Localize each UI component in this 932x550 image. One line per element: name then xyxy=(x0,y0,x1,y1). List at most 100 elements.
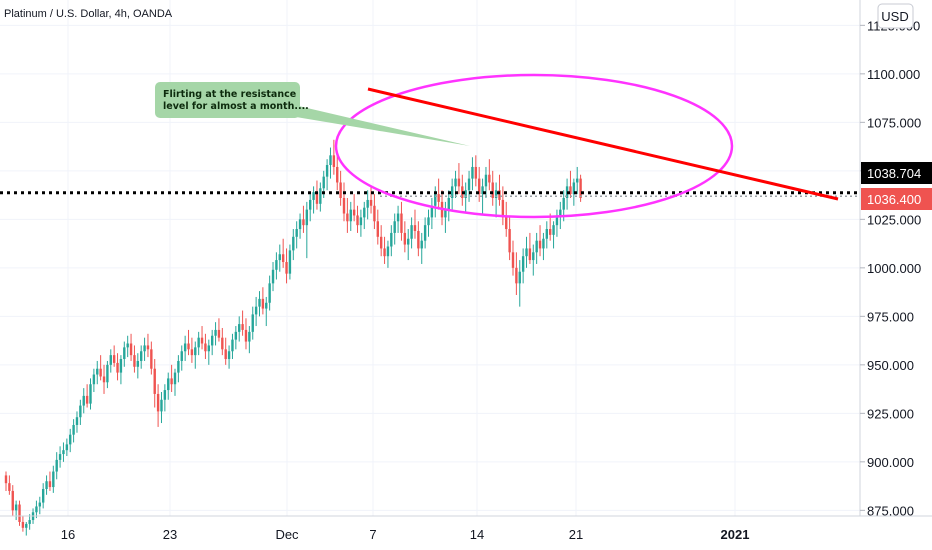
callout-line-2: level for almost a month.... xyxy=(163,101,309,112)
candle xyxy=(508,217,511,261)
candle-body xyxy=(559,209,562,218)
candle-body xyxy=(123,347,126,360)
candle-body xyxy=(217,329,221,338)
candle-body xyxy=(373,205,376,222)
candle xyxy=(501,186,505,226)
candle xyxy=(167,372,170,400)
candle-body xyxy=(336,166,339,183)
candle-body xyxy=(129,343,133,356)
candle xyxy=(28,514,31,530)
candle-body xyxy=(271,269,275,284)
candle-body xyxy=(369,199,373,206)
candle-body xyxy=(478,178,481,195)
time-tick-label: 14 xyxy=(470,527,484,542)
candle-body xyxy=(238,324,241,332)
candle xyxy=(346,198,349,233)
candle-body xyxy=(542,238,545,249)
candle-body xyxy=(366,199,369,208)
candle xyxy=(271,262,275,292)
candle xyxy=(427,209,430,237)
candle-body xyxy=(545,229,548,239)
candle-body xyxy=(207,345,210,352)
candle xyxy=(217,318,221,342)
candle xyxy=(542,232,545,261)
time-tick-label: 7 xyxy=(369,527,376,542)
candle xyxy=(298,213,302,239)
candle-body xyxy=(92,374,96,385)
candle-body xyxy=(146,345,150,350)
candle xyxy=(410,217,413,249)
candle-body xyxy=(430,205,434,218)
candle xyxy=(65,438,69,457)
time-tick-label: 16 xyxy=(61,527,75,542)
currency-label: USD xyxy=(881,9,908,24)
candle xyxy=(467,170,471,202)
candle xyxy=(336,155,339,191)
candle xyxy=(383,236,386,264)
candle xyxy=(238,316,241,342)
candle xyxy=(295,221,298,249)
candle xyxy=(227,345,231,369)
candle-body xyxy=(197,337,200,348)
price-axis[interactable]: 875.000 900.000 925.000 950.000 975.000 1000.… xyxy=(860,18,921,518)
candle-body xyxy=(52,471,55,488)
candle xyxy=(349,201,352,231)
candle-body xyxy=(498,190,501,200)
candle-body xyxy=(261,298,265,309)
time-axis[interactable]: 16 23 Dec 7 14 21 2021 xyxy=(61,527,750,542)
candle-body xyxy=(106,364,109,383)
candle-body xyxy=(119,359,123,373)
candle-body xyxy=(160,399,163,412)
candle-body xyxy=(133,355,136,367)
candle-body xyxy=(393,221,396,233)
price-tag-red-text: 1036.400 xyxy=(867,192,921,207)
candle xyxy=(251,306,254,340)
candle-body xyxy=(396,213,400,222)
callout-pointer xyxy=(290,104,470,146)
currency-button[interactable]: USD xyxy=(877,3,914,29)
candle xyxy=(11,485,14,517)
candle-body xyxy=(265,302,268,309)
candle xyxy=(548,213,552,241)
candle xyxy=(14,500,18,521)
candle xyxy=(488,159,491,191)
candle-body xyxy=(521,256,525,272)
candle xyxy=(275,252,278,280)
candle xyxy=(444,201,447,233)
candle xyxy=(515,252,518,295)
candle xyxy=(210,329,214,356)
candle xyxy=(390,225,393,257)
candle xyxy=(386,240,390,268)
candle xyxy=(545,221,548,249)
candle xyxy=(146,333,150,358)
candle-body xyxy=(65,444,69,451)
candle-body xyxy=(467,178,471,191)
candle-body xyxy=(190,349,194,356)
candle-body xyxy=(538,240,542,249)
candle xyxy=(99,355,102,381)
candle xyxy=(569,170,572,198)
candle xyxy=(173,368,177,396)
candle xyxy=(25,521,28,536)
symbol-info[interactable]: Platinum / U.S. Dollar, 4h, OANDA xyxy=(4,8,173,20)
candle xyxy=(302,205,305,233)
candle-body xyxy=(302,219,305,226)
candle-body xyxy=(400,213,403,233)
annotation-callout[interactable]: Flirting at the resistance level for alm… xyxy=(155,82,470,146)
candle xyxy=(471,157,474,191)
candle xyxy=(491,170,494,206)
candle-body xyxy=(535,240,538,253)
time-tick-label: 23 xyxy=(163,527,177,542)
candle xyxy=(579,174,582,202)
candle xyxy=(72,419,75,443)
candle-body xyxy=(342,198,346,214)
candle xyxy=(170,364,173,392)
candle-body xyxy=(376,221,379,237)
candle-body xyxy=(231,339,234,352)
candle xyxy=(123,341,126,367)
candle xyxy=(447,190,450,222)
candle-body xyxy=(515,267,518,284)
candle-body xyxy=(339,182,342,198)
candle xyxy=(38,496,41,515)
